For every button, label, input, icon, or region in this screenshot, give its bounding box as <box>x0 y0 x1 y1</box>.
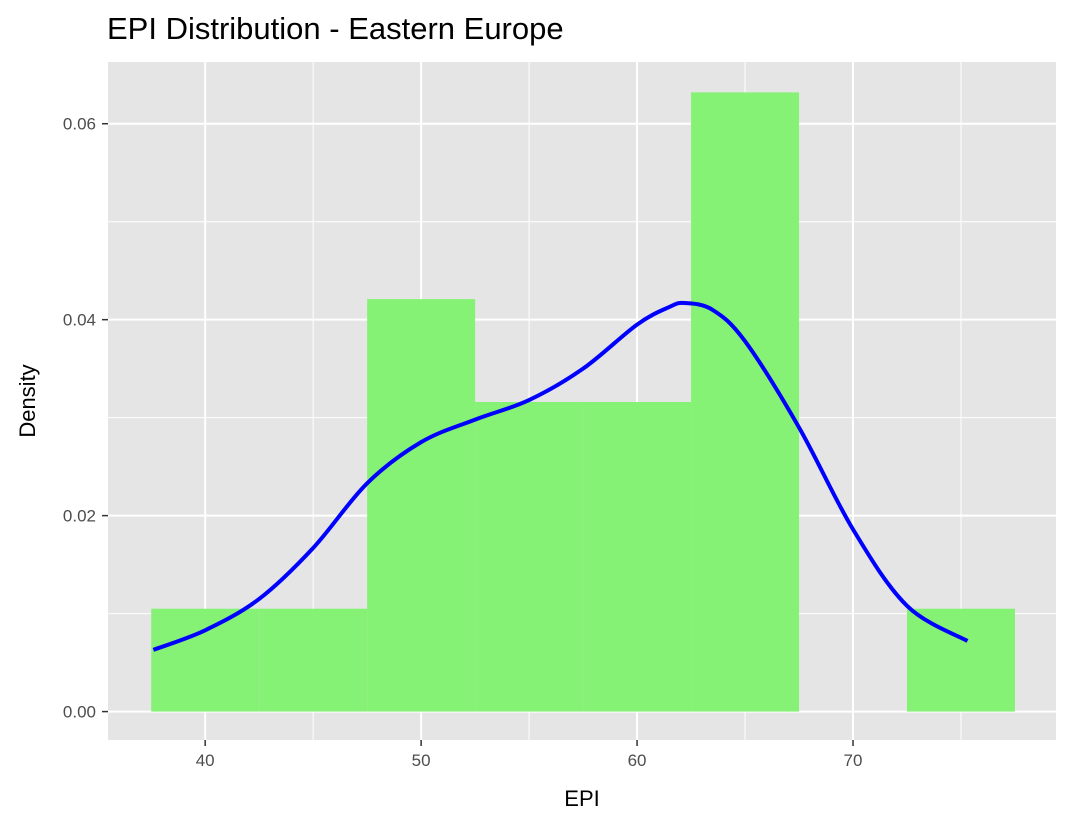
y-tick-label: 0.02 <box>63 507 96 526</box>
y-axis-title: Density <box>15 364 40 437</box>
y-tick-label: 0.00 <box>63 703 96 722</box>
histogram-bar <box>906 608 1015 712</box>
x-tick-label: 50 <box>412 751 431 770</box>
density-curve-line <box>152 300 969 652</box>
histogram-bar <box>475 401 584 712</box>
y-tick-label: 0.06 <box>63 115 96 134</box>
histogram-bar <box>259 608 368 712</box>
x-tick-label: 60 <box>628 751 647 770</box>
y-axis: 0.00 0.02 0.04 0.06 <box>63 115 108 722</box>
histogram-bar <box>691 92 800 712</box>
histogram-bar <box>151 608 260 712</box>
x-tick-label: 70 <box>844 751 863 770</box>
x-axis: 40 50 60 70 <box>196 740 863 770</box>
histogram-bar <box>367 299 476 712</box>
histogram-bars <box>151 92 1015 712</box>
x-tick-label: 40 <box>196 751 215 770</box>
y-tick-label: 0.04 <box>63 311 96 330</box>
histogram-bar <box>583 401 692 712</box>
x-axis-title: EPI <box>564 786 599 811</box>
chart-title: EPI Distribution - Eastern Europe <box>107 11 564 46</box>
